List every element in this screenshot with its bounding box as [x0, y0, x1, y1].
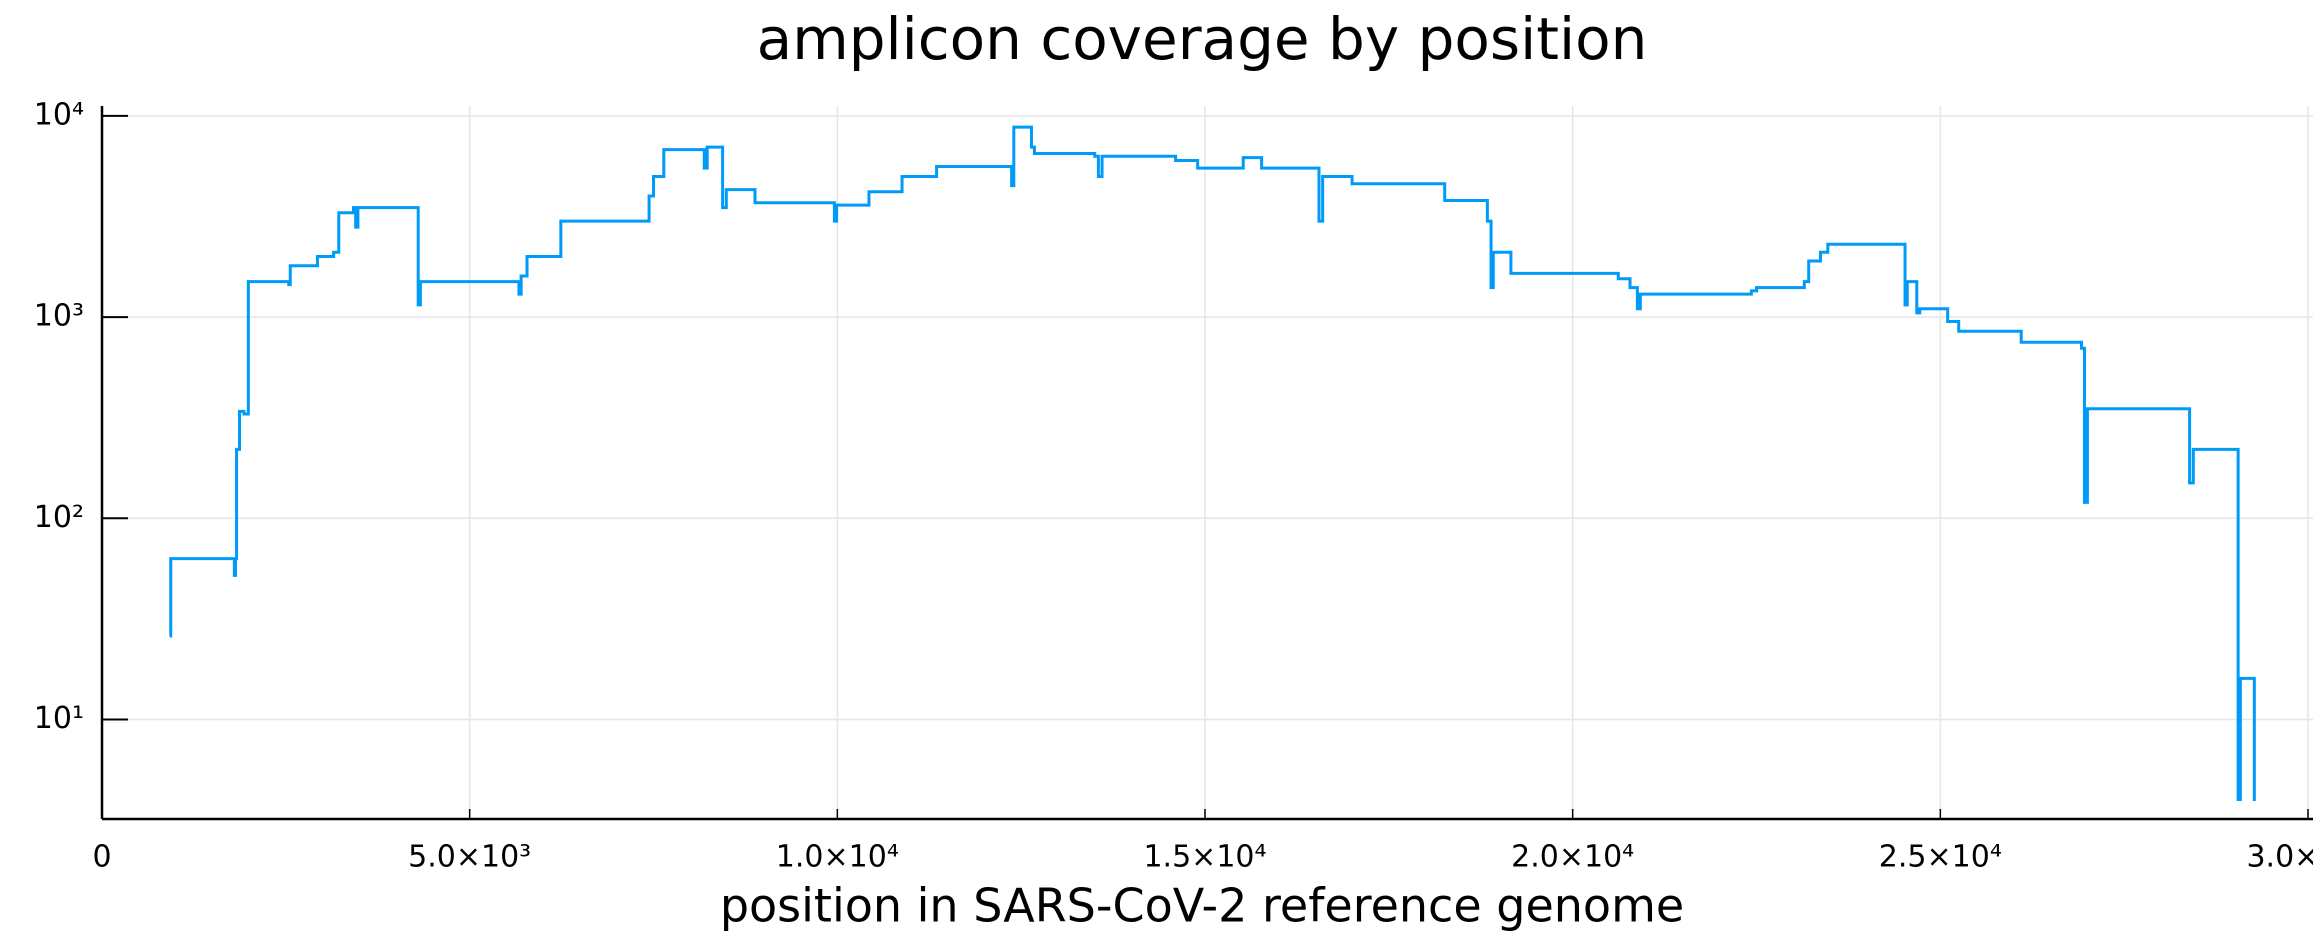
x-tick-label: 5.0×10³ — [408, 840, 531, 875]
x-tick-label: 0 — [92, 840, 111, 875]
chart-title: amplicon coverage by position — [757, 5, 1648, 73]
y-tick-label: 10³ — [34, 299, 84, 334]
x-tick-label: 2.0×10⁴ — [1511, 840, 1634, 875]
x-tick-label: 1.0×10⁴ — [776, 840, 899, 875]
coverage-line — [169, 125, 2256, 801]
x-axis-label: position in SARS-CoV-2 reference genome — [720, 879, 1684, 933]
y-tick-label: 10² — [34, 500, 84, 535]
y-tick-label: 10⁴ — [34, 97, 84, 132]
x-tick-label: 3.0×10⁴ — [2246, 840, 2313, 875]
x-tick-label: 2.5×10⁴ — [1879, 840, 2002, 875]
x-tick-label: 1.5×10⁴ — [1143, 840, 1266, 875]
y-tick-label: 10¹ — [34, 701, 84, 736]
